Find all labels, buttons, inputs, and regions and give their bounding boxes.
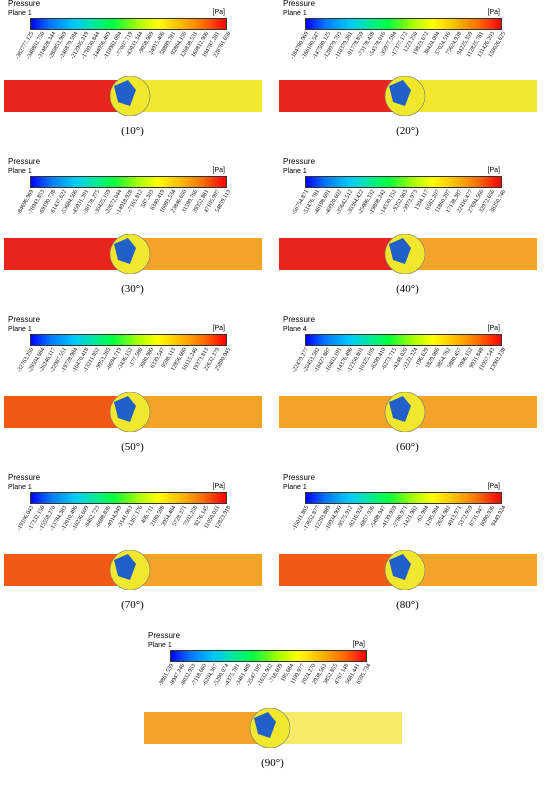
color-bar-ticks: -9861.539 -8947.246 -8032.953 -7118.660 -620… — [158, 663, 372, 705]
color-bar — [305, 334, 502, 346]
legend-title: Pressure — [283, 0, 316, 8]
upstream-pipe-region — [279, 238, 405, 270]
color-bar-ticks: -19106.043 -17332.156 -15558.270 -13784.383… — [16, 505, 232, 547]
color-bar-ticks: -56754.871 -51476.781 -46198.691 -40920.602… — [291, 189, 507, 231]
legend-plane: Plane 1 — [8, 168, 32, 175]
valve-disc — [389, 554, 411, 580]
color-bar — [305, 492, 502, 504]
legend-unit: [Pa] — [487, 483, 500, 490]
downstream-pipe-region — [130, 554, 262, 586]
color-bar — [305, 176, 502, 188]
pressure-field-plot — [279, 392, 537, 432]
panel-caption: (10°) — [121, 125, 144, 137]
pressure-field-plot — [144, 708, 402, 748]
color-bar-ticks: -184780.969 -166180.547 -147580.125 -128979… — [290, 31, 507, 73]
panel-caption: (20°) — [396, 125, 419, 137]
panel-40deg: Pressure Plane 1 [Pa] -56754.871 -51476.781-… — [275, 158, 540, 313]
panel-caption: (70°) — [121, 599, 144, 611]
panel-50deg: Pressure Plane 1 [Pa] -32763.250 -29504.684-… — [0, 316, 265, 471]
upstream-pipe-region — [4, 238, 130, 270]
upstream-pipe-region — [4, 554, 130, 586]
downstream-pipe-region — [405, 396, 537, 428]
color-bar-ticks: -84696.969 -76943.853 -69190.738 -61437.622… — [16, 189, 232, 231]
legend-plane: Plane 1 — [8, 326, 32, 333]
legend-plane: Plane 4 — [283, 326, 307, 333]
legend-plane: Plane 1 — [8, 484, 32, 491]
valve-disc — [114, 554, 136, 580]
legend-unit: [Pa] — [212, 167, 225, 174]
legend-unit: [Pa] — [487, 167, 500, 174]
color-bar — [170, 650, 367, 662]
legend-plane: Plane 1 — [8, 10, 32, 17]
panel-30deg: Pressure Plane 1 [Pa] -84696.969 -76943.853-… — [0, 158, 265, 313]
panel-caption: (60°) — [396, 441, 419, 453]
upstream-pipe-region — [279, 80, 405, 112]
panel-caption: (80°) — [396, 599, 419, 611]
panel-caption: (30°) — [121, 283, 144, 295]
color-bar-ticks: -22479.277 -20453.582 -18427.887 -16402.191… — [291, 347, 507, 389]
legend-title: Pressure — [8, 473, 41, 482]
legend-unit: [Pa] — [487, 9, 500, 16]
pressure-field-plot — [4, 76, 262, 116]
legend-unit: [Pa] — [487, 325, 500, 332]
legend-title: Pressure — [283, 315, 316, 324]
legend-title: Pressure — [8, 157, 41, 166]
color-bar — [30, 176, 227, 188]
upstream-pipe-region — [4, 396, 130, 428]
color-bar — [30, 492, 227, 504]
panel-90deg: Pressure Plane 1 [Pa] -9861.539 -8947.246 -80… — [140, 632, 405, 787]
legend-plane: Plane 1 — [283, 168, 307, 175]
color-bar-ticks: -382777.125 -348802.750 -314828.344 -280853… — [15, 31, 232, 73]
color-bar-ticks: -32763.250 -29504.684 -26246.117 -22987.551… — [16, 347, 232, 389]
valve-disc — [114, 80, 136, 106]
legend-plane: Plane 1 — [283, 484, 307, 491]
legend-title: Pressure — [148, 631, 181, 640]
downstream-pipe-region — [130, 396, 262, 428]
legend-title: Pressure — [8, 0, 41, 8]
panel-caption: (40°) — [396, 283, 419, 295]
panel-70deg: Pressure Plane 1 [Pa] -19106.043 -17332.156-… — [0, 474, 265, 629]
panel-20deg: Pressure Plane 1 [Pa] -184780.969 -166180.54… — [275, 0, 540, 155]
downstream-pipe-region — [270, 712, 402, 744]
legend-unit: [Pa] — [212, 483, 225, 490]
downstream-pipe-region — [405, 80, 537, 112]
valve-disc — [114, 396, 136, 422]
color-bar — [30, 334, 227, 346]
upstream-pipe-region — [4, 80, 130, 112]
pressure-field-plot — [279, 234, 537, 274]
valve-disc — [114, 238, 136, 264]
legend-plane: Plane 1 — [148, 642, 172, 649]
upstream-pipe-region — [279, 554, 405, 586]
pressure-field-plot — [279, 550, 537, 590]
downstream-pipe-region — [405, 554, 537, 586]
panel-80deg: Pressure Plane 1 [Pa] -15011.865 -13652.877-… — [275, 474, 540, 629]
panel-caption: (90°) — [261, 757, 284, 769]
legend-unit: [Pa] — [352, 641, 365, 648]
pressure-field-plot — [4, 550, 262, 590]
pressure-field-plot — [279, 76, 537, 116]
downstream-pipe-region — [130, 80, 262, 112]
legend-title: Pressure — [283, 157, 316, 166]
panel-10deg: Pressure Plane 1 [Pa] -382777.125 -348802.75… — [0, 0, 265, 155]
valve-disc — [389, 396, 411, 422]
panel-60deg: Pressure Plane 4 [Pa] -22479.277 -20453.582-… — [275, 316, 540, 471]
valve-disc — [254, 712, 276, 738]
valve-disc — [389, 80, 411, 106]
upstream-pipe-region — [144, 712, 270, 744]
upstream-pipe-region — [279, 396, 405, 428]
panel-caption: (50°) — [121, 441, 144, 453]
legend-title: Pressure — [283, 473, 316, 482]
color-bar — [305, 18, 502, 30]
legend-title: Pressure — [8, 315, 41, 324]
color-bar — [30, 18, 227, 30]
color-bar-ticks: -15011.865 -13652.877 -12293.889 -10934.900… — [291, 505, 507, 547]
pressure-field-plot — [4, 234, 262, 274]
pressure-field-plot — [4, 392, 262, 432]
downstream-pipe-region — [130, 238, 262, 270]
legend-unit: [Pa] — [212, 9, 225, 16]
downstream-pipe-region — [405, 238, 537, 270]
legend-unit: [Pa] — [212, 325, 225, 332]
legend-plane: Plane 1 — [283, 10, 307, 17]
valve-disc — [389, 238, 411, 264]
